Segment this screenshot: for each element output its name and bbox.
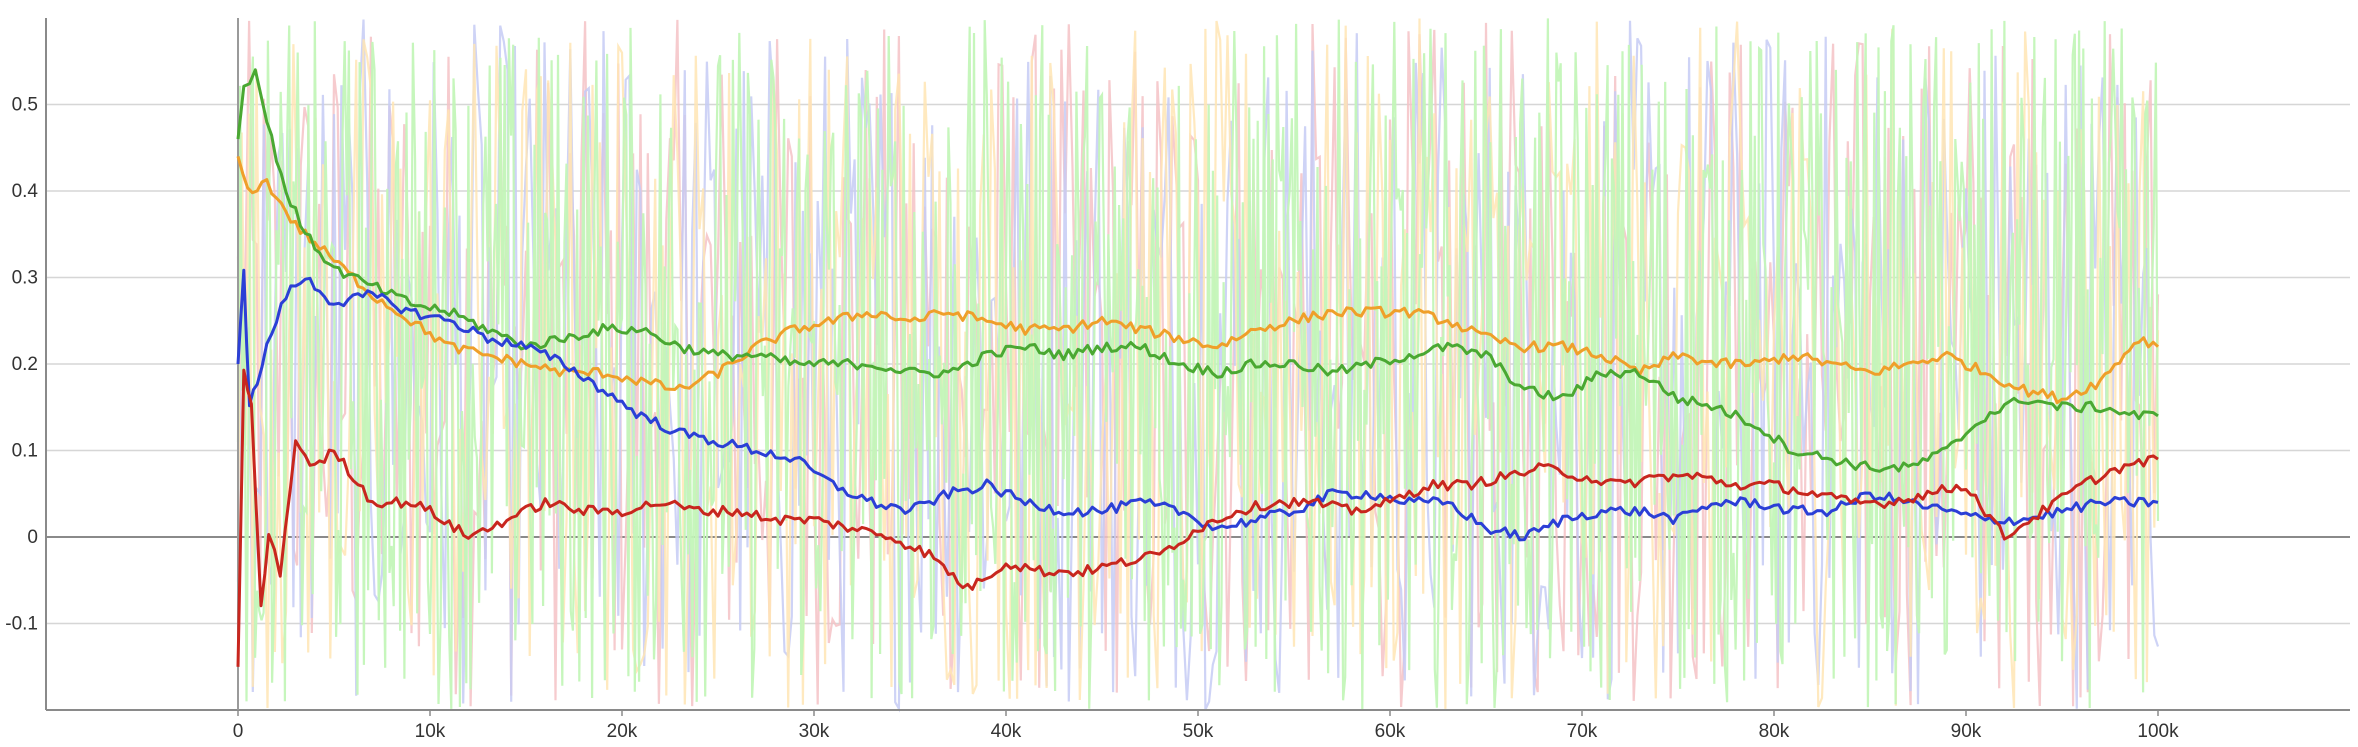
x-tick-label: 70k <box>1567 721 1598 742</box>
y-tick-label: 0.5 <box>12 95 38 116</box>
tick-labels: 0.5 0.4 0.3 0.2 0.1 0 -0.1 0 10k 20k 30k 40k 50k 60k 7… <box>5 95 2179 743</box>
series-line-3 <box>236 368 2159 667</box>
y-tick-label: 0.1 <box>12 441 38 462</box>
x-tick-label: 0 <box>233 721 244 742</box>
raw-trace <box>236 18 2160 710</box>
x-tick-label: 20k <box>607 721 638 742</box>
series-line-0 <box>236 155 2160 405</box>
y-tick-label: 0.3 <box>12 268 38 289</box>
smoothed-series <box>236 68 2160 667</box>
x-tick-label: 60k <box>1375 721 1406 742</box>
x-tick-label: 40k <box>991 721 1022 742</box>
series-line-2 <box>236 268 2159 542</box>
x-tick-label: 30k <box>799 721 830 742</box>
x-tick-label: 100k <box>2137 721 2179 742</box>
y-tick-label: 0.4 <box>12 181 39 202</box>
y-tick-label: 0 <box>27 527 38 548</box>
x-tick-label: 90k <box>1951 721 1982 742</box>
x-tick-label: 80k <box>1759 721 1790 742</box>
x-tick-label: 50k <box>1183 721 1214 742</box>
x-tick-label: 10k <box>415 721 446 742</box>
raw-noise-traces <box>236 18 2160 713</box>
y-tick-label: 0.2 <box>12 354 38 375</box>
y-tick-label: -0.1 <box>5 614 38 635</box>
series-line-1 <box>236 68 2159 473</box>
